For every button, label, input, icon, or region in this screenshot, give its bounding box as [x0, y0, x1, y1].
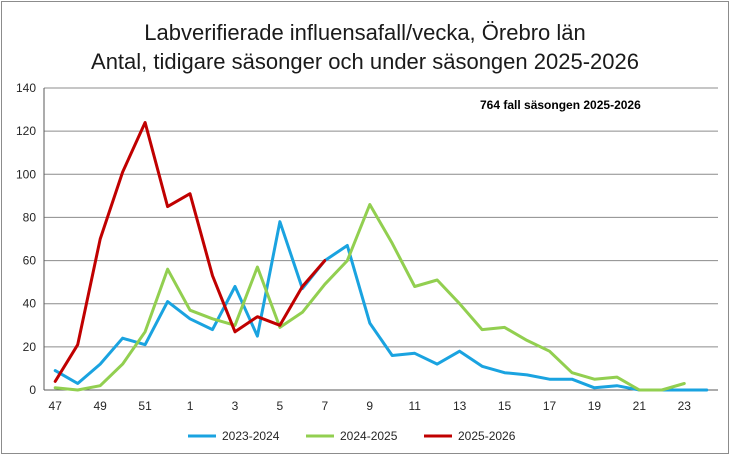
y-tick-label: 60	[23, 254, 37, 268]
x-tick-label: 49	[93, 399, 107, 413]
x-tick-label: 15	[498, 399, 512, 413]
y-tick-label: 140	[16, 81, 36, 95]
y-tick-label: 80	[23, 210, 37, 224]
y-axis-ticks: 0 20 40 60 80 100 120 140	[16, 81, 36, 397]
y-tick-label: 120	[16, 124, 36, 138]
chart-subtitle: Antal, tidigare säsonger och under säson…	[91, 49, 639, 74]
x-tick-label: 17	[543, 399, 557, 413]
x-tick-label: 23	[678, 399, 692, 413]
legend: 2023-2024 2024-2025 2025-2026	[188, 429, 516, 443]
y-tick-label: 100	[16, 167, 36, 181]
legend-item-2024-2025: 2024-2025	[306, 429, 398, 443]
legend-item-2023-2024: 2023-2024	[188, 429, 280, 443]
x-tick-label: 19	[588, 399, 602, 413]
legend-item-2025-2026: 2025-2026	[424, 429, 516, 443]
x-tick-label: 1	[187, 399, 194, 413]
x-tick-label: 3	[232, 399, 239, 413]
legend-label: 2024-2025	[340, 429, 398, 443]
y-tick-label: 40	[23, 297, 37, 311]
season-total-annotation: 764 fall säsongen 2025-2026	[480, 98, 641, 112]
series-line-2023-2024	[53, 220, 709, 392]
x-tick-label: 21	[633, 399, 647, 413]
x-axis-ticks: 47 49 51 1 3 5 7 9 11 13 15 17 19 21 23	[49, 399, 692, 413]
series-line-2024-2025	[53, 203, 686, 392]
x-tick-label: 13	[453, 399, 467, 413]
legend-label: 2025-2026	[458, 429, 516, 443]
series-lines	[53, 121, 709, 392]
x-tick-label: 7	[321, 399, 328, 413]
y-tick-label: 0	[29, 383, 36, 397]
x-tick-label: 51	[138, 399, 152, 413]
legend-label: 2023-2024	[222, 429, 280, 443]
x-tick-label: 47	[49, 399, 63, 413]
x-tick-label: 5	[277, 399, 284, 413]
y-tick-label: 20	[23, 340, 37, 354]
chart-title: Labverifierade influensafall/vecka, Öreb…	[144, 20, 585, 45]
series-line-2025-2026	[53, 121, 327, 383]
x-tick-label: 11	[408, 399, 421, 413]
x-tick-label: 9	[366, 399, 373, 413]
